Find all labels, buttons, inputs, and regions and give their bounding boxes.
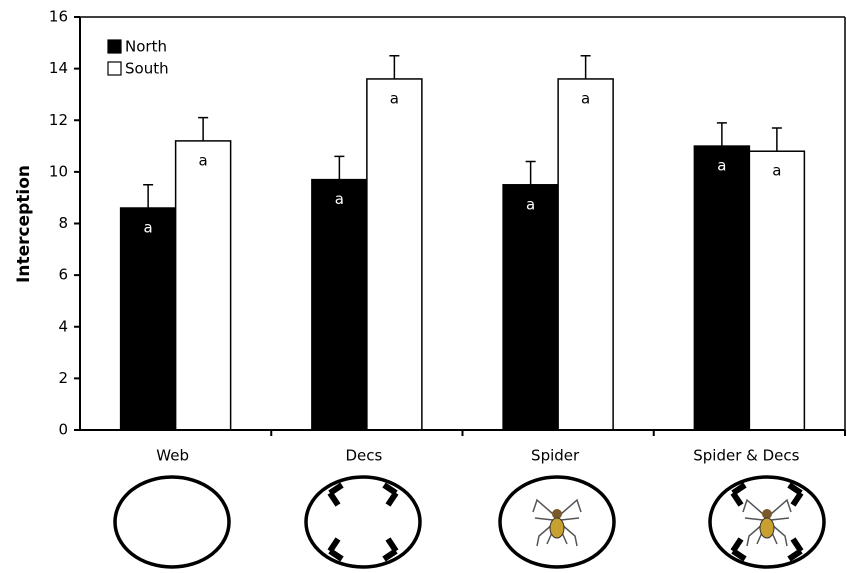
error-bar	[198, 118, 208, 141]
web-icon	[115, 477, 229, 567]
bar	[694, 146, 749, 430]
bar-label: a	[581, 89, 590, 107]
spiders	[533, 500, 791, 546]
bar-label: a	[144, 219, 153, 237]
bar	[176, 141, 231, 430]
bar	[503, 185, 558, 430]
bar-label: a	[199, 151, 208, 169]
x-tick-label: Decs	[345, 447, 382, 465]
x-tick-label: Web	[156, 447, 189, 465]
error-bar	[334, 156, 344, 179]
bar-label: a	[772, 162, 781, 180]
chart: Interception 0 2 4 6 8 10 12 14 16 a a a a a a a a Web Dec…	[0, 0, 847, 573]
y-tick-label: 6	[58, 266, 68, 284]
bar	[558, 79, 613, 430]
y-tick-label: 12	[49, 111, 68, 129]
icons	[115, 477, 824, 567]
x-tick-label: Spider	[531, 447, 580, 465]
y-tick-label: 2	[58, 369, 68, 387]
error-bar	[772, 128, 782, 151]
error-bar	[717, 123, 727, 146]
error-bar	[143, 185, 153, 208]
x-tick-label: Spider & Decs	[693, 447, 799, 465]
y-tick-label: 0	[58, 421, 68, 439]
bar	[749, 151, 804, 430]
spider-drawing	[533, 500, 581, 546]
y-tick-label: 8	[58, 214, 68, 232]
bar	[121, 208, 176, 430]
legend-label: North	[125, 38, 167, 56]
y-axis-label: Interception	[14, 165, 34, 283]
bar-label: a	[717, 157, 726, 175]
bar	[312, 180, 367, 430]
error-bar	[389, 56, 399, 79]
bar-label: a	[390, 89, 399, 107]
error-bar	[526, 162, 536, 185]
decorations	[330, 485, 396, 559]
spider-drawing	[743, 500, 791, 546]
y-tick-label: 16	[49, 8, 68, 26]
y-tick-label: 10	[49, 162, 68, 180]
y-tick-label: 14	[49, 59, 68, 77]
legend-swatch	[108, 62, 121, 75]
legend-label: South	[125, 60, 169, 78]
bar-label: a	[526, 195, 535, 213]
bar-label: a	[335, 190, 344, 208]
bar	[367, 79, 422, 430]
y-tick-label: 4	[58, 317, 68, 335]
decs-icon	[306, 477, 420, 567]
error-bar	[581, 56, 591, 79]
legend-swatch	[108, 40, 121, 53]
